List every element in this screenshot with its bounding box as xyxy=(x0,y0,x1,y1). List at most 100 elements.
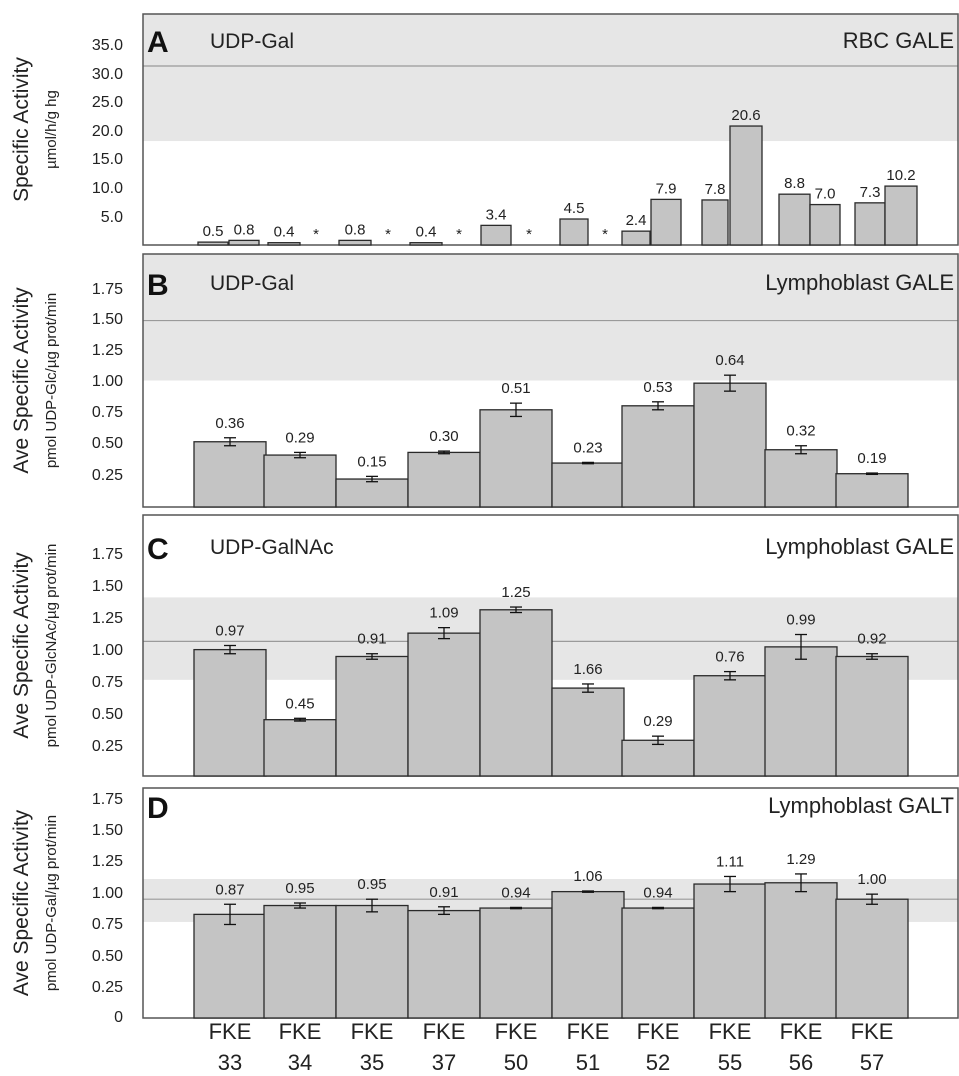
error-bar xyxy=(366,653,378,660)
bar-value-label: 0.32 xyxy=(786,423,815,440)
error-bar xyxy=(438,906,450,916)
y-tick-label: 0.75 xyxy=(92,674,123,691)
bar xyxy=(650,198,682,246)
bar xyxy=(407,632,481,777)
y-tick-label: 1.75 xyxy=(92,546,123,563)
bar xyxy=(193,441,267,508)
x-tick-label-line1: FKE xyxy=(351,1019,394,1044)
bar-value-label: 0.19 xyxy=(857,450,886,467)
x-tick-label-line2: 56 xyxy=(789,1050,813,1075)
bar xyxy=(335,478,409,508)
error-bar xyxy=(795,445,807,455)
not-measured-marker: * xyxy=(526,226,532,243)
y-axis-title: Ave Specific Activity xyxy=(10,809,33,996)
bar xyxy=(551,462,625,508)
error-bar xyxy=(724,875,736,893)
not-measured-marker: * xyxy=(385,226,391,243)
error-bar xyxy=(510,402,522,418)
bar-value-label: 20.6 xyxy=(731,107,760,124)
x-tick-label-line2: 57 xyxy=(860,1050,884,1075)
bar-value-label: 1.66 xyxy=(573,661,602,678)
bar xyxy=(480,224,512,246)
y-tick-label: 1.25 xyxy=(92,610,123,627)
plot-frame xyxy=(142,13,959,246)
error-bar xyxy=(510,606,522,614)
y-tick-label: 20.0 xyxy=(92,123,123,140)
panel-A: 35.0 30.0 25.0 20.0 15.0 10.0 5.0 Specific Acti… xyxy=(10,13,959,246)
bar-value-label: 7.9 xyxy=(656,180,677,197)
bar-value-label: 0.29 xyxy=(285,429,314,446)
bar xyxy=(835,655,909,777)
reference-range-band xyxy=(143,14,958,142)
bar-value-label: 0.91 xyxy=(357,631,386,648)
error-bar xyxy=(652,401,664,411)
bar xyxy=(263,904,337,1019)
bar-value-label: 0.4 xyxy=(274,224,295,241)
y-tick-label: 5.0 xyxy=(101,209,123,226)
bar-value-label: 0.94 xyxy=(643,884,672,901)
x-tick-label-line1: FKE xyxy=(423,1019,466,1044)
error-bar xyxy=(438,626,450,640)
bar xyxy=(479,907,553,1019)
bar-value-label: 0.5 xyxy=(203,223,224,240)
error-bar xyxy=(224,903,236,926)
bar xyxy=(479,609,553,777)
y-tick-label: 1.25 xyxy=(92,853,123,870)
error-bar xyxy=(866,653,878,660)
bar-value-label: 1.00 xyxy=(857,871,886,888)
y-tick-label: 1.50 xyxy=(92,822,123,839)
bar xyxy=(407,909,481,1019)
bar xyxy=(338,239,372,246)
bar-value-label: 8.8 xyxy=(784,175,805,192)
x-tick-label-line1: FKE xyxy=(209,1019,252,1044)
y-tick-label: 1.00 xyxy=(92,373,123,390)
x-tick-label-line2: 50 xyxy=(504,1050,528,1075)
bar xyxy=(228,239,260,246)
bar xyxy=(621,739,695,777)
bar-value-label: 0.94 xyxy=(501,884,530,901)
bar-value-label: 0.8 xyxy=(345,221,366,238)
bar xyxy=(193,913,267,1019)
y-axis-title: Ave Specific Activity xyxy=(10,287,33,474)
assay-label: Lymphoblast GALE xyxy=(765,270,954,295)
error-bar xyxy=(224,437,236,447)
substrate-label: UDP-Gal xyxy=(210,272,294,295)
bar xyxy=(551,890,625,1019)
bar-value-label: 1.06 xyxy=(573,868,602,885)
not-measured-marker: * xyxy=(456,226,462,243)
bar xyxy=(193,648,267,777)
not-measured-marker: * xyxy=(602,226,608,243)
x-axis-category-labels: FKE 33 FKE 34 FKE 35 FKE 37 FKE 50 FKE 51 FKE 52 FKE 55… xyxy=(209,1019,894,1075)
bar-value-label: 0.92 xyxy=(857,631,886,648)
x-tick-label-line2: 52 xyxy=(646,1050,670,1075)
y-tick-label: 0.50 xyxy=(92,706,123,723)
bar-value-label: 1.09 xyxy=(429,605,458,622)
assay-label: Lymphoblast GALE xyxy=(765,534,954,559)
error-bar xyxy=(438,450,450,455)
panel-D: 1.75 1.50 1.25 1.00 0.75 0.50 0.25 0 Ave Specifi… xyxy=(10,787,959,1026)
error-bar xyxy=(294,717,306,722)
bar xyxy=(263,719,337,777)
y-tick-label: 0 xyxy=(114,1009,123,1026)
bar-value-label: 0.99 xyxy=(786,612,815,629)
x-tick-label-line1: FKE xyxy=(851,1019,894,1044)
bar-value-label: 7.0 xyxy=(815,186,836,203)
y-axis-unit: µmol/h/g hg xyxy=(43,90,60,169)
bar-value-label: 4.5 xyxy=(564,200,585,217)
y-tick-label: 0.50 xyxy=(92,435,123,452)
bar-value-label: 1.29 xyxy=(786,851,815,868)
bar-value-label: 0.45 xyxy=(285,695,314,712)
substrate-label: UDP-GalNAc xyxy=(210,536,334,559)
bar-value-label: 1.25 xyxy=(501,584,530,601)
x-tick-label-line1: FKE xyxy=(495,1019,538,1044)
bar-value-label: 0.29 xyxy=(643,713,672,730)
bar-value-label: 0.97 xyxy=(215,623,244,640)
y-tick-label: 1.75 xyxy=(92,281,123,298)
x-tick-label-line2: 55 xyxy=(718,1050,742,1075)
y-tick-label: 15.0 xyxy=(92,151,123,168)
x-tick-label-line2: 35 xyxy=(360,1050,384,1075)
y-tick-label: 1.25 xyxy=(92,342,123,359)
y-tick-label: 0.75 xyxy=(92,404,123,421)
bar xyxy=(621,907,695,1019)
